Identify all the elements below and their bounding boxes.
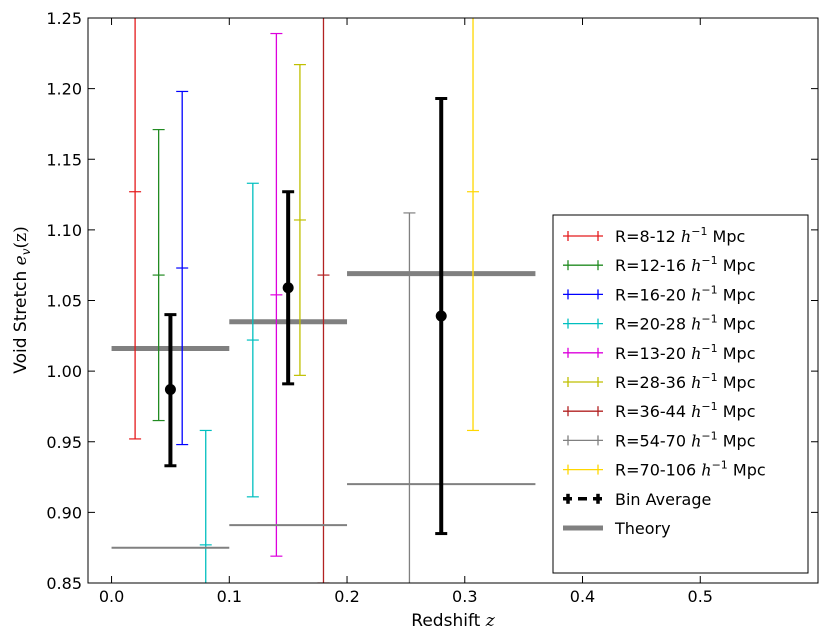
legend-label-text: R=13-20 [615,344,691,363]
legend-label-exponent: −1 [701,313,717,326]
legend-label-text: Theory [614,519,671,538]
legend-label-exponent: −1 [701,342,717,355]
legend-box [552,214,809,574]
legend-label-unit: h [691,315,701,334]
legend-label-unit: h [691,344,701,363]
legend-label-suffix: Mpc [718,402,756,421]
legend-label-suffix: Mpc [718,285,756,304]
y-axis-label-sub: v [19,248,33,255]
legend-label-suffix: Mpc [718,315,756,334]
legend-label: Theory [614,519,671,538]
legend-label-text: R=12-16 [615,256,691,275]
legend-label-exponent: −1 [691,225,707,238]
legend-label: Bin Average [615,490,711,509]
legend-label-unit: h [691,402,701,421]
data-point [435,310,447,322]
legend-label-text: R=8-12 [615,227,681,246]
legend-label-unit: h [681,227,691,246]
axis-ticks [88,17,818,584]
y-axis-label: Void Stretch ev(z) [11,226,33,373]
legend-label-text: R=70-106 [615,461,701,480]
y-tick-label: 0.95 [46,433,82,452]
legend-label-exponent: −1 [701,371,717,384]
x-tick-label: 0.1 [217,587,242,606]
tick-labels: 0.0 0.1 0.2 0.3 0.4 0.5 0.85 0.90 0.95 1.00 1.05 1.… [46,9,713,606]
plot-frame [87,17,819,584]
x-tick-label: 0.2 [334,587,359,606]
data-point [282,282,294,294]
legend-label-suffix: Mpc [718,256,756,275]
y-axis-label-text: Void Stretch [11,271,31,374]
legend-label-text: R=20-28 [615,315,691,334]
legend-label: R=16-20 h−1 Mpc [615,283,755,304]
legend-label-text: R=36-44 [615,402,691,421]
legend-label-exponent: −1 [712,459,728,472]
legend-label-text: R=54-70 [615,431,691,450]
y-tick-label: 1.05 [46,292,82,311]
legend-label-unit: h [691,431,701,450]
y-tick-label: 0.90 [46,503,82,522]
x-tick-label: 0.3 [452,587,477,606]
x-axis-label-text: Redshift [411,611,480,631]
y-tick-label: 1.00 [46,362,82,381]
legend-label-suffix: Mpc [718,373,756,392]
y-axis-label-arg: (z) [11,226,31,248]
legend-label: R=54-70 h−1 Mpc [615,429,755,450]
legend-label: R=20-28 h−1 Mpc [615,313,755,334]
legend-label-exponent: −1 [701,283,717,296]
legend-label-exponent: −1 [701,429,717,442]
legend-label-text: R=28-36 [615,373,691,392]
y-tick-label: 1.15 [46,150,82,169]
legend-label-unit: h [691,256,701,275]
x-axis-label: Redshift z [411,611,495,631]
x-axis-label-var: z [485,611,496,631]
legend-label: R=28-36 h−1 Mpc [615,371,755,392]
x-tick-label: 0.5 [688,587,713,606]
legend-label-suffix: Mpc [718,344,756,363]
data-point [164,383,176,395]
y-tick-label: 1.20 [46,80,82,99]
legend-label-exponent: −1 [701,400,717,413]
legend-label-suffix: Mpc [718,431,756,450]
legend-label: R=12-16 h−1 Mpc [615,254,755,275]
legend-label-unit: h [691,373,701,392]
y-axis-label-var: e [11,255,31,265]
legend-label-suffix: Mpc [728,461,766,480]
legend-label: R=36-44 h−1 Mpc [615,400,755,421]
legend-label-unit: h [691,285,701,304]
legend-label: R=13-20 h−1 Mpc [615,342,755,363]
legend-label: R=8-12 h−1 Mpc [615,225,745,246]
x-tick-label: 0.4 [570,587,595,606]
y-tick-label: 0.85 [46,574,82,593]
legend-label: R=70-106 h−1 Mpc [615,459,766,480]
legend-label-text: Bin Average [615,490,711,509]
legend-label-suffix: Mpc [707,227,745,246]
legend-label-text: R=16-20 [615,285,691,304]
y-tick-label: 1.25 [46,9,82,28]
legend-label-unit: h [701,461,711,480]
x-tick-label: 0.0 [99,587,124,606]
y-tick-label: 1.10 [46,221,82,240]
plot-area [111,18,536,583]
legend-label-exponent: −1 [701,254,717,267]
